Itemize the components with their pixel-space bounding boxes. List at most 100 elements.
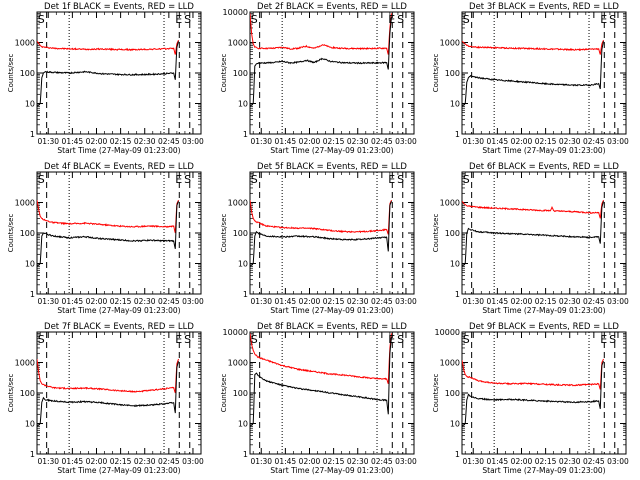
x-tick-label: 03:00 bbox=[182, 457, 204, 466]
chart-panel-5: Det 5f BLACK = Events, RED = LLD 1 10 100 10… bbox=[220, 162, 417, 315]
chart-title: Det 5f BLACK = Events, RED = LLD bbox=[257, 162, 407, 172]
x-axis-label: Start Time (27-May-09 01:23:00) bbox=[57, 306, 180, 315]
plot-frame bbox=[461, 331, 627, 455]
marker-label-e: E bbox=[600, 173, 607, 186]
x-axis-label: Start Time (27-May-09 01:23:00) bbox=[482, 306, 605, 315]
x-tick-label: 01:45 bbox=[487, 297, 509, 306]
x-tick-label: 02:30 bbox=[559, 297, 581, 306]
x-tick-label: 02:30 bbox=[134, 457, 156, 466]
x-tick-label: 01:30 bbox=[37, 457, 59, 466]
y-axis-label: Counts/sec bbox=[432, 214, 440, 253]
y-axis-label: Counts/sec bbox=[220, 214, 228, 253]
chart-panel-3: Det 3f BLACK = Events, RED = LLD 1 10 100 10… bbox=[432, 2, 629, 155]
x-tick-label: 01:45 bbox=[62, 457, 84, 466]
x-axis-label: Start Time (27-May-09 01:23:00) bbox=[270, 146, 393, 155]
red-lld-series-line bbox=[462, 199, 604, 219]
red-lld-series-line bbox=[37, 39, 179, 55]
x-tick-label: 02:15 bbox=[535, 297, 557, 306]
y-tick-label: 10000 bbox=[223, 328, 248, 337]
x-tick-label: 02:45 bbox=[371, 457, 393, 466]
x-tick-label: 03:00 bbox=[395, 457, 417, 466]
marker-label-e: E bbox=[388, 173, 395, 186]
y-tick-label: 100 bbox=[20, 69, 35, 78]
x-tick-label: 02:30 bbox=[559, 137, 581, 146]
marker-label-s: S bbox=[463, 173, 470, 186]
y-tick-label: 1 bbox=[243, 130, 248, 139]
black-events-series-line bbox=[462, 201, 604, 267]
x-tick-label: 01:45 bbox=[275, 137, 297, 146]
y-tick-label: 1 bbox=[243, 450, 248, 459]
x-tick-label: 02:30 bbox=[347, 297, 369, 306]
x-tick-label: 01:45 bbox=[487, 457, 509, 466]
x-tick-label: 02:45 bbox=[371, 137, 393, 146]
x-tick-label: 02:15 bbox=[323, 457, 345, 466]
x-tick-label: 02:45 bbox=[158, 297, 180, 306]
x-tick-label: 03:00 bbox=[607, 457, 629, 466]
black-events-series-line bbox=[250, 336, 392, 427]
marker-label-s: S bbox=[251, 173, 258, 186]
x-tick-label: 01:45 bbox=[62, 297, 84, 306]
x-axis-label: Start Time (27-May-09 01:23:00) bbox=[57, 146, 180, 155]
y-tick-label: 1 bbox=[455, 290, 460, 299]
marker-label-e: E bbox=[600, 13, 607, 26]
x-tick-label: 02:15 bbox=[323, 137, 345, 146]
y-axis-label: Counts/sec bbox=[7, 214, 15, 253]
x-tick-label: 03:00 bbox=[607, 297, 629, 306]
x-tick-label: 02:15 bbox=[535, 137, 557, 146]
chart-panel-4: Det 4f BLACK = Events, RED = LLD 1 10 100 10… bbox=[7, 162, 204, 315]
marker-label-e: E bbox=[175, 13, 182, 26]
x-tick-label: 02:45 bbox=[583, 297, 605, 306]
y-tick-label: 1000 bbox=[228, 39, 248, 48]
x-tick-label: 01:30 bbox=[462, 297, 484, 306]
y-tick-label: 100 bbox=[445, 389, 460, 398]
y-tick-label: 100 bbox=[233, 389, 248, 398]
x-tick-label: 02:15 bbox=[535, 457, 557, 466]
x-tick-label: 02:45 bbox=[158, 457, 180, 466]
chart-title: Det 6f BLACK = Events, RED = LLD bbox=[469, 162, 619, 172]
x-tick-label: 01:30 bbox=[250, 297, 272, 306]
x-tick-label: 02:00 bbox=[299, 137, 321, 146]
x-tick-label: 01:30 bbox=[37, 297, 59, 306]
chart-title: Det 1f BLACK = Events, RED = LLD bbox=[44, 2, 194, 12]
marker-label-s: S bbox=[38, 173, 45, 186]
x-axis-label: Start Time (27-May-09 01:23:00) bbox=[482, 146, 605, 155]
x-tick-label: 02:45 bbox=[371, 297, 393, 306]
x-tick-label: 02:30 bbox=[347, 137, 369, 146]
y-tick-label: 100 bbox=[233, 69, 248, 78]
black-events-series-line bbox=[37, 41, 179, 107]
red-lld-series-line bbox=[37, 358, 179, 394]
x-tick-label: 02:15 bbox=[110, 297, 132, 306]
marker-label-s: S bbox=[38, 13, 45, 26]
chart-panel-2: Det 2f BLACK = Events, RED = LLD 1 10 100 10… bbox=[220, 2, 417, 155]
y-tick-label: 10 bbox=[25, 260, 35, 269]
x-tick-label: 02:00 bbox=[86, 137, 108, 146]
x-tick-label: 01:30 bbox=[250, 137, 272, 146]
red-lld-series-line bbox=[250, 199, 392, 235]
red-lld-series-line bbox=[37, 199, 179, 234]
marker-label-s: S bbox=[184, 13, 191, 26]
y-tick-label: 1000 bbox=[440, 359, 460, 368]
y-axis-label: Counts/sec bbox=[220, 374, 228, 413]
black-events-series-line bbox=[462, 361, 604, 427]
marker-label-s: S bbox=[251, 333, 258, 346]
red-lld-series-line bbox=[462, 358, 604, 390]
y-tick-label: 10 bbox=[450, 420, 460, 429]
marker-label-s: S bbox=[609, 173, 616, 186]
x-tick-label: 03:00 bbox=[182, 297, 204, 306]
x-axis-label: Start Time (27-May-09 01:23:00) bbox=[270, 466, 393, 475]
x-tick-label: 03:00 bbox=[607, 137, 629, 146]
chart-panel-1: Det 1f BLACK = Events, RED = LLD 1 10 100 10… bbox=[7, 2, 204, 155]
y-tick-label: 1 bbox=[455, 130, 460, 139]
chart-title: Det 3f BLACK = Events, RED = LLD bbox=[469, 2, 619, 12]
y-axis-label: Counts/sec bbox=[432, 374, 440, 413]
y-tick-label: 100 bbox=[20, 389, 35, 398]
chart-title: Det 2f BLACK = Events, RED = LLD bbox=[257, 2, 407, 12]
y-tick-label: 1000 bbox=[15, 359, 35, 368]
x-tick-label: 02:00 bbox=[86, 457, 108, 466]
y-tick-label: 1000 bbox=[15, 39, 35, 48]
y-tick-label: 1000 bbox=[440, 199, 460, 208]
y-tick-label: 10 bbox=[25, 420, 35, 429]
marker-label-e: E bbox=[388, 13, 395, 26]
x-tick-label: 02:45 bbox=[158, 137, 180, 146]
marker-label-e: E bbox=[388, 333, 395, 346]
